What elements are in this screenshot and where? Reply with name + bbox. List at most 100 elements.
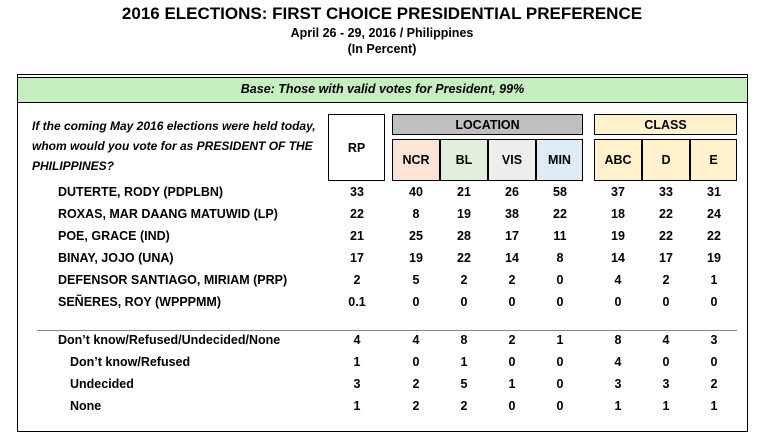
row-label: Undecided xyxy=(70,377,134,391)
cell-value: 8 xyxy=(460,333,468,347)
cell-value: 0 xyxy=(508,399,516,413)
cell-value: 0 xyxy=(662,295,670,309)
row-label: DEFENSOR SANTIAGO, MIRIAM (PRP) xyxy=(58,273,288,287)
row-label: DUTERTE, RODY (PDPLBN) xyxy=(58,185,224,199)
cell-value: 2 xyxy=(508,333,516,347)
cell-value: 3 xyxy=(662,377,670,391)
cell-value: 14 xyxy=(611,251,625,265)
cell-value: 40 xyxy=(409,185,423,199)
cell-value: 19 xyxy=(457,207,471,221)
cell-value: 0 xyxy=(556,355,564,369)
cell-value: 22 xyxy=(659,207,673,221)
cell-value: 37 xyxy=(611,185,625,199)
cell-value: 38 xyxy=(505,207,519,221)
section-divider xyxy=(37,330,737,331)
table-row: POE, GRACE (IND) 21 25 28 17 11 19 22 22 xyxy=(0,226,764,246)
cell-value: 19 xyxy=(409,251,423,265)
cell-value: 1 xyxy=(710,399,718,413)
cell-value: 21 xyxy=(457,185,471,199)
cell-value: 33 xyxy=(350,185,364,199)
cell-value: 3 xyxy=(710,333,718,347)
cell-value: 2 xyxy=(460,399,468,413)
cell-value: 1 xyxy=(556,333,564,347)
table-row: BINAY, JOJO (UNA) 17 19 22 14 8 14 17 19 xyxy=(0,248,764,268)
cell-value: 28 xyxy=(457,229,471,243)
table-row: Don’t know/Refused 1 0 1 0 0 4 0 0 xyxy=(0,352,764,372)
cell-value: 8 xyxy=(614,333,622,347)
table-row: Undecided 3 2 5 1 0 3 3 2 xyxy=(0,374,764,394)
cell-value: 1 xyxy=(662,399,670,413)
cell-value: 19 xyxy=(707,251,721,265)
cell-value: 0 xyxy=(556,295,564,309)
row-label: Don’t know/Refused/Undecided/None xyxy=(58,333,281,347)
cell-value: 2 xyxy=(353,273,361,287)
table-row: ROXAS, MAR DAANG MATUWID (LP) 22 8 19 38 22 18… xyxy=(0,204,764,224)
cell-value: 2 xyxy=(508,273,516,287)
cell-value: 0 xyxy=(710,295,718,309)
page-title: 2016 ELECTIONS: FIRST CHOICE PRESIDENTIA… xyxy=(121,4,643,23)
cell-value: 33 xyxy=(659,185,673,199)
cell-value: 1 xyxy=(353,399,361,413)
cell-value: 4 xyxy=(662,333,670,347)
survey-date: April 26 - 29, 2016 / Philippines xyxy=(290,26,474,40)
cell-value: 4 xyxy=(353,333,361,347)
row-label: SEÑERES, ROY (WPPPMM) xyxy=(58,295,221,309)
cell-value: 2 xyxy=(412,377,420,391)
cell-value: 0 xyxy=(556,273,564,287)
cell-value: 1 xyxy=(508,377,516,391)
base-note: Base: Those with valid votes for Preside… xyxy=(17,77,748,103)
cell-value: 22 xyxy=(350,207,364,221)
col-header-d: D xyxy=(642,139,690,181)
cell-value: 3 xyxy=(353,377,361,391)
cell-value: 1 xyxy=(353,355,361,369)
col-header-e: E xyxy=(690,139,737,181)
cell-value: 22 xyxy=(457,251,471,265)
cell-value: 0 xyxy=(412,355,420,369)
col-group-location: LOCATION xyxy=(392,114,583,135)
col-header-vis: VIS xyxy=(488,139,536,181)
cell-value: 5 xyxy=(460,377,468,391)
col-header-min: MIN xyxy=(536,139,583,181)
cell-value: 3 xyxy=(614,377,622,391)
row-label: BINAY, JOJO (UNA) xyxy=(58,251,174,265)
cell-value: 2 xyxy=(662,273,670,287)
cell-value: 4 xyxy=(614,355,622,369)
row-label: POE, GRACE (IND) xyxy=(58,229,170,243)
cell-value: 0.1 xyxy=(348,295,366,309)
cell-value: 25 xyxy=(409,229,423,243)
survey-question: If the coming May 2016 elections were he… xyxy=(32,119,316,173)
cell-value: 2 xyxy=(412,399,420,413)
cell-value: 17 xyxy=(659,251,673,265)
row-label: ROXAS, MAR DAANG MATUWID (LP) xyxy=(58,207,278,221)
cell-value: 0 xyxy=(710,355,718,369)
col-header-bl: BL xyxy=(440,139,488,181)
cell-value: 22 xyxy=(707,229,721,243)
cell-value: 31 xyxy=(707,185,721,199)
col-header-rp: RP xyxy=(328,114,385,181)
cell-value: 22 xyxy=(659,229,673,243)
cell-value: 1 xyxy=(710,273,718,287)
col-header-abc: ABC xyxy=(594,139,642,181)
cell-value: 0 xyxy=(556,377,564,391)
cell-value: 22 xyxy=(553,207,567,221)
cell-value: 1 xyxy=(460,355,468,369)
cell-value: 2 xyxy=(710,377,718,391)
cell-value: 0 xyxy=(556,399,564,413)
cell-value: 17 xyxy=(505,229,519,243)
col-header-ncr: NCR xyxy=(392,139,440,181)
cell-value: 8 xyxy=(556,251,564,265)
cell-value: 4 xyxy=(614,273,622,287)
cell-value: 0 xyxy=(508,295,516,309)
unit-note: (In Percent) xyxy=(347,42,417,56)
cell-value: 26 xyxy=(505,185,519,199)
cell-value: 14 xyxy=(505,251,519,265)
table-row: DUTERTE, RODY (PDPLBN) 33 40 21 26 58 37 33 31 xyxy=(0,182,764,202)
cell-value: 4 xyxy=(412,333,420,347)
table-frame xyxy=(17,74,748,432)
cell-value: 5 xyxy=(412,273,420,287)
cell-value: 18 xyxy=(611,207,625,221)
row-label: Don’t know/Refused xyxy=(70,355,191,369)
cell-value: 8 xyxy=(412,207,420,221)
col-group-class: CLASS xyxy=(594,114,737,135)
cell-value: 0 xyxy=(662,355,670,369)
